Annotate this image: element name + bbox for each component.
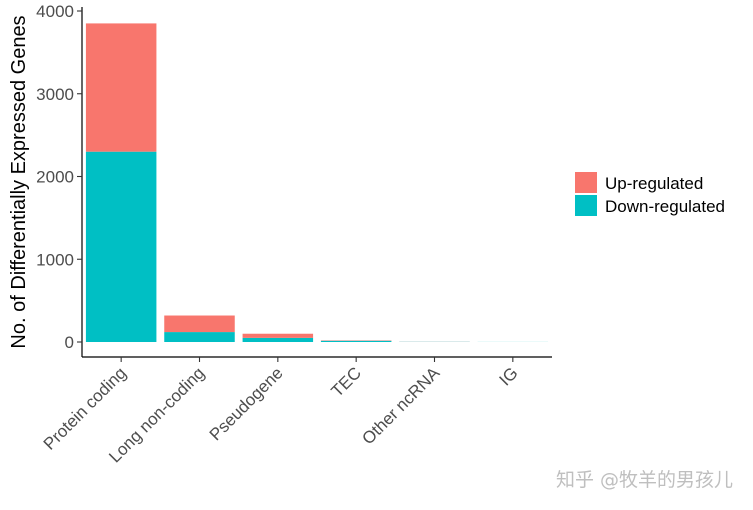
bar-protein-coding-up-regulated (85, 23, 157, 152)
bar-pseudogene-up-regulated (242, 333, 314, 338)
y-tick-label: 1000 (36, 250, 74, 269)
axes-layer (81, 7, 552, 358)
y-tick-label: 0 (65, 333, 74, 352)
x-tick-label: Protein coding (40, 363, 130, 453)
x-tick-label: TEC (328, 363, 365, 400)
bars-layer (85, 23, 549, 342)
bar-protein-coding-down-regulated (85, 151, 157, 342)
y-ticks: 0 1000 2000 3000 4000 (36, 2, 82, 352)
x-tick-label: Pseudogene (206, 363, 287, 444)
bar-pseudogene-down-regulated (242, 337, 314, 342)
y-tick-label: 3000 (36, 85, 74, 104)
legend: Up-regulated Down-regulated (575, 172, 725, 216)
y-tick-label: 4000 (36, 2, 74, 21)
legend-key-down-regulated (575, 195, 597, 216)
bar-tec-down-regulated (320, 340, 392, 342)
watermark: 知乎 @牧羊的男孩儿 (556, 469, 733, 491)
x-tick-label: Other ncRNA (358, 363, 443, 448)
y-axis-title: No. of Differentially Expressed Genes (8, 15, 30, 348)
legend-label-up-regulated: Up-regulated (605, 174, 703, 193)
bar-long-non-coding-up-regulated (164, 315, 235, 333)
legend-label-down-regulated: Down-regulated (605, 197, 725, 216)
legend-key-up-regulated (575, 172, 597, 193)
y-tick-label: 2000 (36, 168, 74, 187)
x-tick-label: IG (496, 363, 522, 389)
bar-long-non-coding-down-regulated (164, 332, 235, 342)
